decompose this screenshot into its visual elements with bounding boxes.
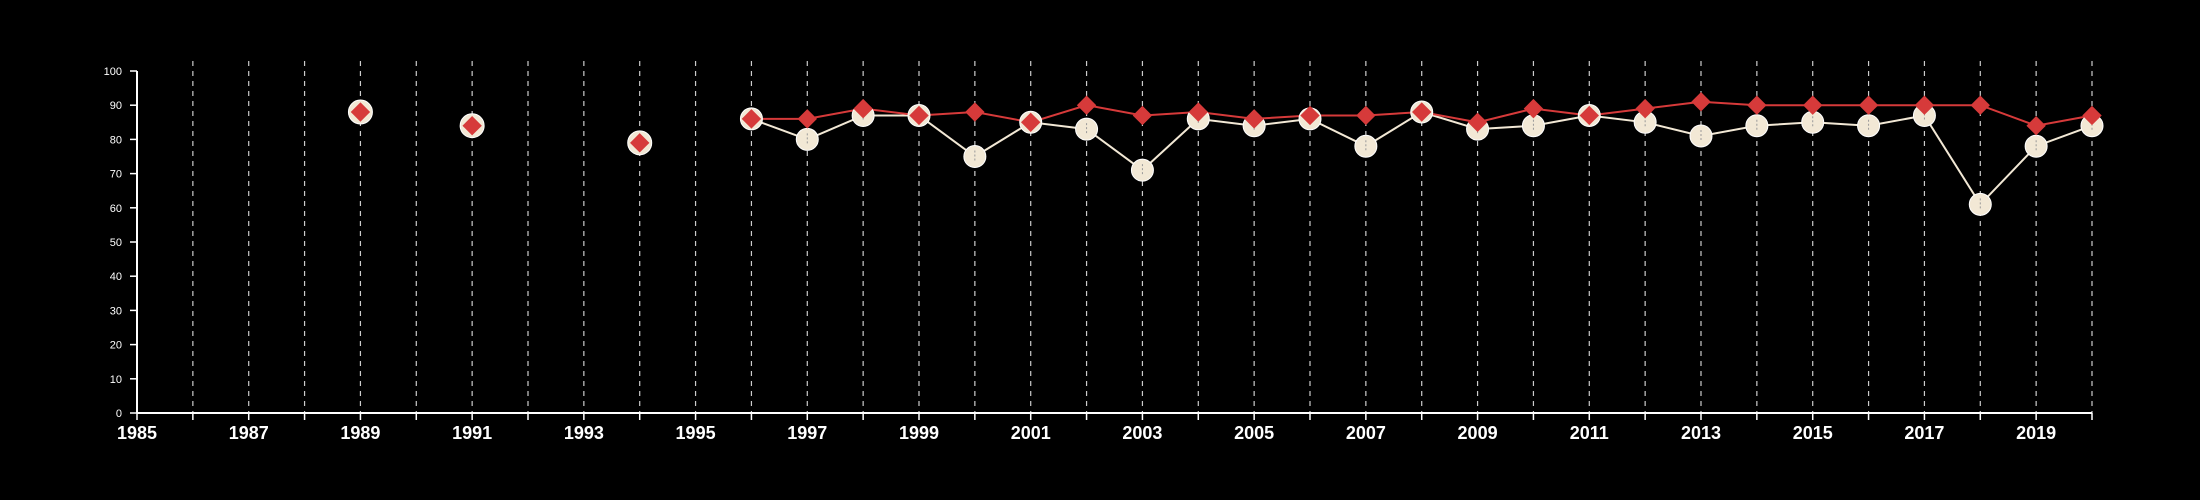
y-tick-label-100: 100 bbox=[104, 66, 122, 78]
diamond-marker-1991 bbox=[462, 116, 482, 136]
diamond-marker-2006 bbox=[1300, 105, 1320, 126]
diamond-marker-1994 bbox=[630, 133, 650, 153]
y-tick-label-80: 80 bbox=[110, 134, 122, 146]
diamond-marker-2002 bbox=[1076, 95, 1097, 115]
x-tick-label-2001: 2001 bbox=[1011, 423, 1051, 443]
diamond-marker-2017 bbox=[1914, 95, 1935, 115]
diamond-marker-2007 bbox=[1356, 105, 1376, 126]
diamond-marker-2015 bbox=[1803, 95, 1823, 115]
diamond-marker-2001 bbox=[1021, 112, 1041, 133]
diamond-marker-1989 bbox=[350, 102, 371, 122]
series-markers bbox=[347, 92, 2104, 216]
diamond-marker-2013 bbox=[1691, 92, 1711, 112]
y-tick-label-50: 50 bbox=[110, 237, 122, 249]
diamond-marker-1998 bbox=[853, 98, 873, 119]
vertical-grid-lines bbox=[192, 61, 2093, 413]
x-tick-label-1985: 1985 bbox=[117, 423, 157, 443]
x-tick-label-2015: 2015 bbox=[1793, 423, 1833, 443]
y-tick-label-60: 60 bbox=[110, 203, 122, 215]
x-tick-label-2011: 2011 bbox=[1570, 423, 1609, 443]
x-tick-label-2005: 2005 bbox=[1234, 423, 1274, 443]
y-tick-label-70: 70 bbox=[110, 169, 122, 181]
diamond-marker-2016 bbox=[1858, 95, 1879, 115]
diamond-marker-2010 bbox=[1523, 98, 1544, 119]
x-tick-label-1989: 1989 bbox=[340, 423, 380, 443]
diamond-marker-1999 bbox=[909, 105, 929, 126]
y-tick-label-0: 0 bbox=[116, 408, 122, 420]
x-tick-label-2003: 2003 bbox=[1122, 423, 1162, 443]
x-tick-label-2013: 2013 bbox=[1681, 423, 1721, 443]
diamond-marker-2005 bbox=[1244, 109, 1264, 129]
diamond-marker-2009 bbox=[1467, 112, 1488, 133]
axes bbox=[130, 70, 2093, 420]
x-tick-label-2007: 2007 bbox=[1346, 423, 1386, 443]
y-axis-tick-labels: 0 10 20 30 40 50 60 70 80 90 100 bbox=[104, 66, 122, 420]
x-tick-label-2019: 2019 bbox=[2016, 423, 2056, 443]
y-tick-label-30: 30 bbox=[110, 305, 122, 317]
x-tick-label-2009: 2009 bbox=[1458, 423, 1498, 443]
y-tick-label-20: 20 bbox=[110, 340, 122, 352]
diamond-marker-2014 bbox=[1747, 95, 1767, 115]
diamond-marker-2000 bbox=[965, 102, 985, 122]
diamond-marker-2003 bbox=[1132, 105, 1153, 126]
diamond-marker-2018 bbox=[1970, 95, 1990, 115]
x-tick-label-2017: 2017 bbox=[1904, 423, 1944, 443]
x-tick-label-1991: 1991 bbox=[452, 423, 492, 443]
x-tick-label-1999: 1999 bbox=[899, 423, 939, 443]
diamond-marker-2020 bbox=[2082, 105, 2102, 126]
x-tick-label-1987: 1987 bbox=[229, 423, 269, 443]
y-tick-label-90: 90 bbox=[110, 100, 122, 112]
diamond-marker-2004 bbox=[1188, 102, 1208, 122]
diamond-marker-2011 bbox=[1579, 105, 1599, 126]
y-tick-label-10: 10 bbox=[110, 374, 122, 386]
diamond-marker-2012 bbox=[1635, 98, 1655, 119]
x-axis-tick-labels: 1985 1987 1989 1991 1993 1995 1997 1999 2001 2003… bbox=[117, 423, 2056, 443]
x-tick-label-1997: 1997 bbox=[787, 423, 827, 443]
y-tick-label-40: 40 bbox=[110, 271, 122, 283]
diamond-marker-2019 bbox=[2026, 116, 2046, 136]
x-tick-label-1995: 1995 bbox=[676, 423, 716, 443]
x-tick-label-1993: 1993 bbox=[564, 423, 604, 443]
diamond-marker-1997 bbox=[797, 109, 817, 129]
diamond-marker-1996 bbox=[741, 109, 762, 129]
diamond-marker-2008 bbox=[1412, 102, 1432, 122]
